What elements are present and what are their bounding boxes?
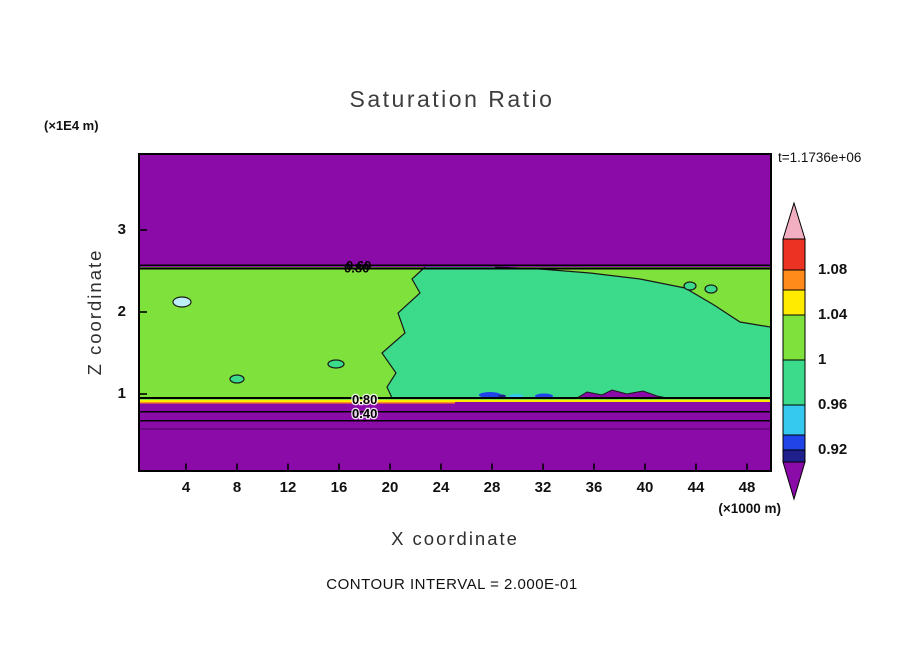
island-pale-spot [172,296,192,308]
x-tick-label-16: 16 [330,479,348,496]
y-tick-label-2: 2 [117,303,126,320]
contour-line-top-060 [140,267,770,270]
contour-line-top-080 [140,264,770,267]
island-green-spot-4 [704,284,718,294]
colorbar-arrow-bottom [782,461,806,501]
x-tick-label-28: 28 [483,479,501,496]
x-tick-label-48: 48 [738,479,756,496]
x-tick-label-8: 8 [232,479,242,496]
colorbar-label-1-04: 1.04 [818,306,848,323]
contour-label-080-bottom: 0.80 [352,392,377,407]
thin-yellow-green-stripe [140,398,770,400]
colorbar-svg [782,201,806,501]
yellow-green-left-region [140,267,425,398]
y-axis-units-label: (×1E4 m) [44,118,99,133]
colorbar-segment-red [782,238,806,271]
contour-line-wedge-boundary [494,266,771,328]
colorbar-segment-blue [782,434,806,451]
contour-interval-note: CONTOUR INTERVAL = 2.000E-01 [326,576,578,593]
colorbar [779,201,809,502]
contour-plot-svg: 0.80 0.60 0.80 0.40 [140,155,771,470]
x-tick-label-44: 44 [687,479,705,496]
contour-line-bottom-060 [140,410,770,413]
x-tick-label-4: 4 [181,479,191,496]
yellow-green-top-right-wedge [495,267,770,327]
colorbar-segment-navy [782,449,806,463]
plot-area: 0.80 0.60 0.80 0.40 [138,153,772,472]
contour-line-purple-bumps [576,389,668,399]
x-axis-label: X coordinate [391,528,519,549]
island-green-spot-3 [683,281,697,291]
contour-label-060-top: 0.60 [346,258,371,273]
x-tick-label-20: 20 [381,479,399,496]
colorbar-label-1: 1 [818,351,827,368]
x-tick-label-32: 32 [534,479,552,496]
blue-pocket-1 [479,392,501,398]
y-tick-label-1: 1 [117,385,126,402]
contour-line-bottom-080 [140,396,770,399]
island-green-spot-2 [327,359,345,369]
x-tick-label-40: 40 [636,479,654,496]
colorbar-segment-green [782,359,806,406]
x-tick-marks [185,463,748,470]
island-green-spot-1 [229,374,245,384]
thin-yellow-stripe [140,400,770,402]
chart-title: Saturation Ratio [349,86,555,112]
contour-label-080-top: 0.80 [344,261,369,276]
thin-orange-stripe [140,402,455,404]
contour-line-bottom-040 [140,419,770,422]
contour-line-bottom-020 [140,428,770,430]
colorbar-segment-yellow [782,289,806,316]
y-tick-marks [140,229,147,395]
colorbar-segment-cyan [782,404,806,436]
colorbar-segment-yellow-green [782,314,806,361]
colorbar-arrow-top [782,201,806,240]
time-annotation: t=1.1736e+06 [778,150,862,165]
colorbar-label-0-92: 0.92 [818,441,848,458]
x-tick-label-36: 36 [585,479,603,496]
x-tick-label-24: 24 [432,479,450,496]
colorbar-label-0-96: 0.96 [818,396,848,413]
y-tick-label-3: 3 [117,221,126,238]
colorbar-label-1-08: 1.08 [818,261,848,278]
navy-pocket [498,394,506,398]
x-tick-label-12: 12 [279,479,297,496]
x-axis-units-label: (×1000 m) [718,501,781,516]
contour-line-left-boundary [381,266,426,399]
y-axis-label: Z coordinate [84,248,105,376]
colorbar-segment-orange [782,269,806,291]
contour-label-040-bottom: 0.40 [352,406,377,421]
